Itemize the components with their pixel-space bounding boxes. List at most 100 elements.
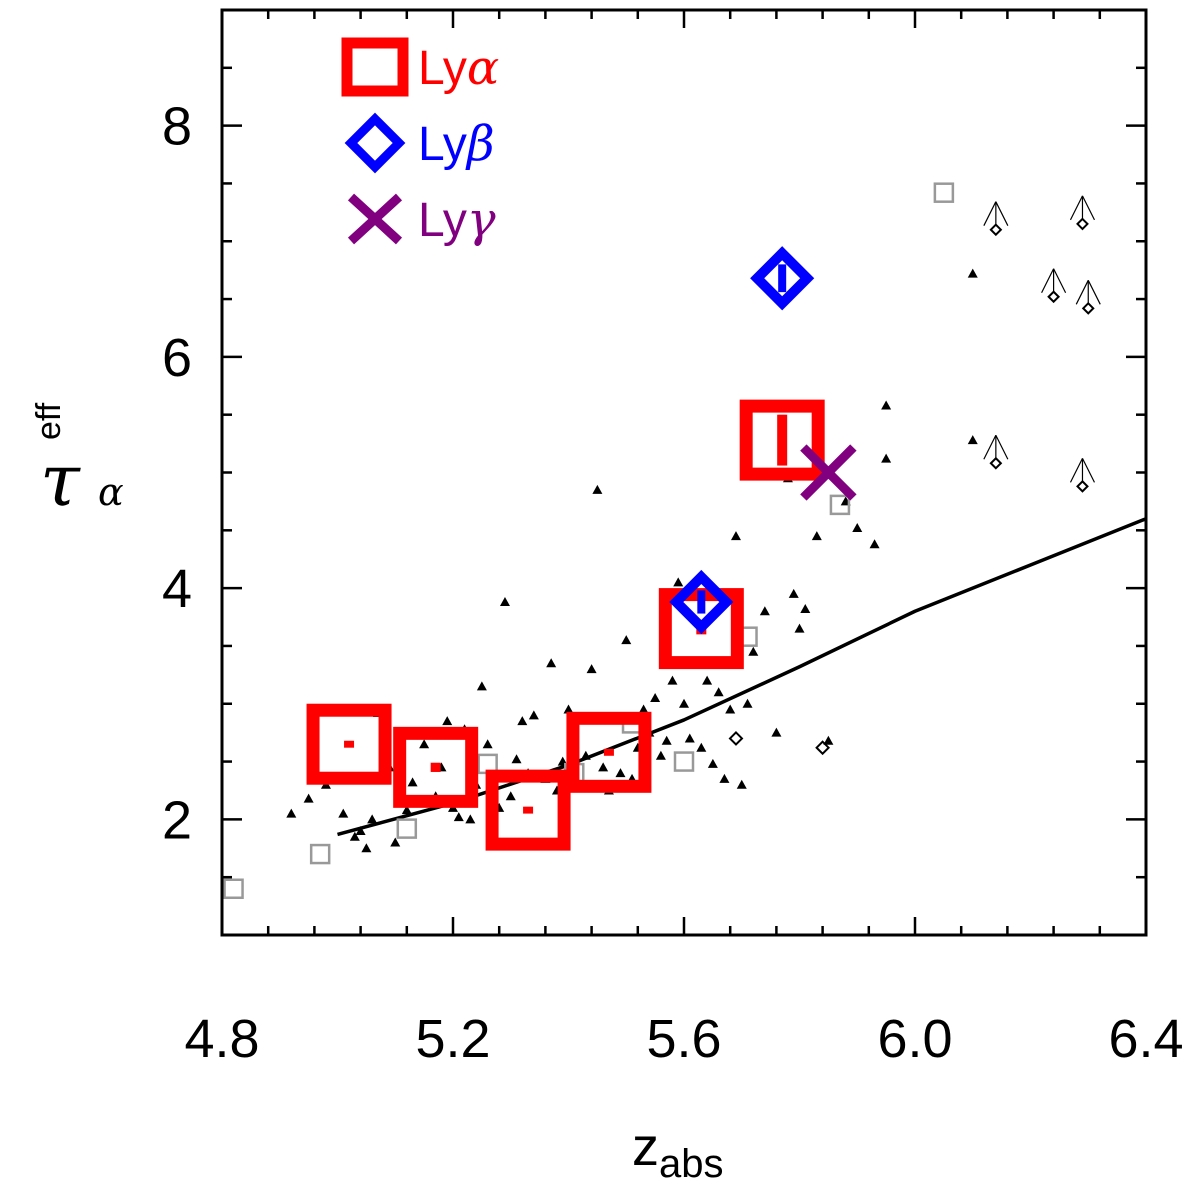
- error-bar: [523, 806, 534, 814]
- triangle-point: [869, 539, 880, 549]
- triangle-point: [684, 733, 695, 743]
- triangle-point: [811, 531, 822, 541]
- legend-entry: Lyβ: [344, 112, 495, 174]
- x-axis-label-sub: abs: [659, 1142, 724, 1186]
- triangle-point: [759, 606, 770, 616]
- triangle-point: [528, 710, 539, 720]
- limit-diamond-point: [1076, 217, 1089, 231]
- triangle-point: [546, 658, 557, 668]
- x-tick-label: 5.2: [415, 1009, 490, 1069]
- triangle-point: [967, 435, 978, 445]
- triangle-point: [349, 831, 360, 841]
- triangle-point: [673, 577, 684, 587]
- limit-diamond-point: [989, 456, 1003, 470]
- y-axis-label-sup: eff: [30, 402, 68, 440]
- legend-label-greek: α: [467, 40, 499, 96]
- legend-label: Lyβ: [418, 116, 495, 172]
- y-axis-label-sub: α: [98, 470, 124, 514]
- triangle-point: [615, 768, 626, 778]
- triangle-point: [407, 777, 418, 787]
- y-tick-label: 6: [162, 328, 192, 388]
- gray-square-point: [223, 878, 244, 899]
- triangle-point: [771, 727, 782, 737]
- triangle-point: [881, 400, 892, 410]
- legend-label: Lyα: [418, 40, 499, 96]
- x-axis-label: zabs: [632, 1117, 724, 1186]
- legend-label-base: Ly: [418, 118, 467, 171]
- triangle-point: [696, 742, 707, 752]
- triangle-point: [586, 664, 597, 674]
- legend-label-base: Ly: [418, 194, 467, 247]
- series-diamond: [669, 246, 815, 635]
- limit-diamond-point: [1047, 290, 1061, 304]
- legend-label: Lyγ: [418, 192, 496, 248]
- y-axis-label: τ eff α: [30, 402, 124, 522]
- limit-arrow-head: [995, 201, 1009, 226]
- triangle-point: [499, 597, 510, 606]
- error-bar: [778, 264, 787, 293]
- series-diamond-small: [728, 731, 831, 756]
- triangle-point: [390, 837, 401, 847]
- lya-point: [739, 399, 825, 481]
- x-tick-label: 5.6: [646, 1009, 721, 1069]
- triangle-point: [367, 814, 378, 824]
- triangle-point: [511, 754, 522, 764]
- error-bar: [603, 748, 614, 756]
- triangle-point: [638, 704, 649, 714]
- x-axis-label-main: z: [632, 1117, 659, 1177]
- y-tick-label: 4: [162, 559, 192, 619]
- triangle-point: [794, 623, 805, 633]
- legend-square-marker: [341, 37, 409, 97]
- legend-cross-stroke: [347, 193, 403, 245]
- legend-label-base: Ly: [418, 42, 467, 95]
- triangle-point: [598, 762, 609, 772]
- triangle-point: [800, 603, 811, 613]
- y-axis-label-main: τ: [40, 438, 81, 522]
- gray-square-point: [933, 182, 955, 203]
- legend-entry: Lyγ: [347, 192, 496, 248]
- legend-entry: Lyα: [341, 37, 499, 97]
- lya-point: [306, 703, 392, 785]
- limit-arrow-head: [983, 434, 997, 460]
- x-tick-label: 6.0: [877, 1009, 952, 1069]
- triangle-point: [748, 646, 759, 656]
- triangle-point: [580, 750, 591, 760]
- triangle-point: [730, 531, 741, 541]
- triangle-point: [661, 735, 672, 745]
- small-diamond-point: [815, 740, 831, 756]
- triangle-point: [505, 791, 516, 801]
- limit-arrow-head: [1081, 195, 1096, 221]
- triangle-point: [667, 675, 678, 685]
- error-bar: [344, 740, 355, 748]
- triangle-point: [517, 716, 528, 726]
- triangle-point: [655, 750, 666, 760]
- triangle-point: [563, 704, 574, 714]
- gray-square-point: [829, 494, 851, 516]
- limit-arrow-head: [1069, 458, 1084, 483]
- x-tick-label: 6.4: [1108, 1009, 1183, 1069]
- y-tick-label: 2: [162, 790, 192, 850]
- small-diamond-point: [728, 731, 744, 746]
- triangle-point: [338, 808, 349, 818]
- limit-arrow-head: [1081, 458, 1096, 483]
- x-tick-label: 4.8: [184, 1009, 259, 1069]
- lyb-point: [669, 569, 734, 635]
- triangle-point: [852, 523, 863, 532]
- limit-arrow-head: [1069, 195, 1084, 221]
- limit-arrow-head: [1075, 280, 1089, 305]
- series-cross: [800, 444, 857, 501]
- triangle-point: [713, 687, 724, 697]
- triangle-point: [453, 812, 464, 822]
- triangle-point: [679, 698, 689, 708]
- limit-diamond-point: [989, 223, 1003, 237]
- triangle-point: [788, 588, 799, 598]
- gray-square-point: [396, 818, 418, 839]
- lyb-point: [750, 246, 815, 311]
- limit-arrow-head: [1087, 280, 1101, 305]
- triangle-point: [736, 779, 747, 789]
- triangle-point: [702, 675, 713, 685]
- error-bar: [430, 762, 441, 772]
- legend-diamond-marker: [344, 112, 406, 174]
- limit-diamond-point: [1081, 301, 1095, 315]
